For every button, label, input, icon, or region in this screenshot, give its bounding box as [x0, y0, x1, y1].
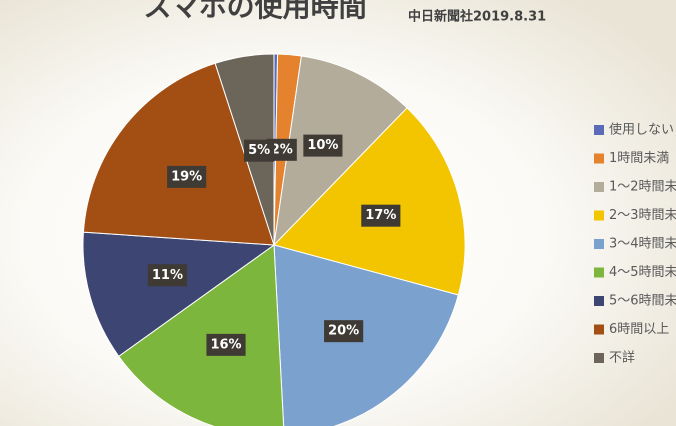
pie-slice	[118, 244, 285, 426]
data-label-box	[147, 264, 188, 287]
legend-swatch	[594, 182, 604, 192]
legend-swatch	[594, 153, 604, 164]
legend-label: 1時間未満	[609, 151, 669, 166]
legend-label: 2～3時間未	[609, 208, 676, 223]
data-label-box	[266, 138, 297, 161]
data-label-text: 19%	[171, 169, 202, 184]
data-label-text: 16%	[210, 337, 241, 352]
data-label-text: 11%	[152, 268, 183, 283]
pie-slice	[82, 231, 276, 357]
data-label: 11%	[147, 264, 188, 287]
legend-swatch	[594, 210, 604, 221]
chart-title: スマホの使用時間	[143, 0, 366, 23]
data-label-text: 5%	[248, 143, 270, 158]
legend-swatch	[594, 125, 604, 135]
legend-label: 6時間以上	[609, 322, 669, 337]
pie-slice	[82, 62, 275, 246]
data-label-box	[303, 134, 343, 157]
legend-swatch	[594, 324, 604, 335]
legend-swatch	[594, 353, 604, 363]
data-label: 2%	[266, 138, 297, 161]
legend-label: 5～6時間未	[609, 294, 676, 309]
data-label-text: 10%	[307, 138, 338, 153]
legend-label: 使用しない	[609, 122, 674, 138]
data-label-box	[206, 333, 246, 356]
chart-subtitle: 中日新聞社2019.8.31	[408, 9, 546, 25]
pie-slice	[273, 244, 459, 426]
legend-swatch	[594, 296, 604, 306]
legend-swatch	[594, 267, 604, 278]
pie-slice	[273, 107, 466, 296]
legend-label: 1～2時間未	[609, 180, 676, 195]
legend-swatch	[594, 239, 604, 249]
data-label-box	[324, 320, 364, 343]
data-label: 10%	[303, 134, 343, 157]
data-label-box	[361, 204, 401, 227]
data-label: 5%	[244, 139, 275, 162]
data-label-text: 2%	[271, 142, 293, 157]
data-label: 20%	[324, 320, 364, 343]
data-label: 17%	[361, 204, 401, 227]
legend-label: 3～4時間未	[609, 237, 676, 252]
legend-label: 不詳	[609, 350, 635, 366]
data-label-text: 20%	[328, 324, 359, 339]
legend-label: 4～5時間未	[609, 265, 676, 280]
data-label-box	[167, 165, 207, 188]
data-label: 19%	[167, 165, 207, 188]
data-label-text: 17%	[365, 208, 396, 223]
data-label: 16%	[206, 333, 246, 356]
data-label-box	[244, 139, 275, 162]
